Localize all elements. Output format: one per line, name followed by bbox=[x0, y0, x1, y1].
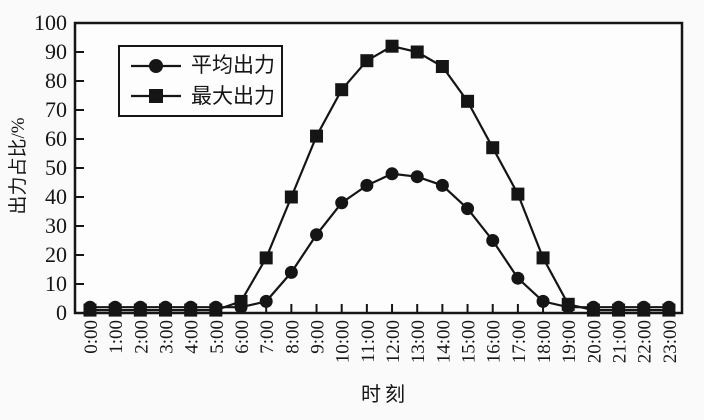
data-point-circle bbox=[511, 271, 525, 285]
data-point-circle bbox=[83, 300, 97, 314]
x-tick-label: 21:00 bbox=[610, 320, 631, 363]
data-point-circle bbox=[335, 196, 349, 210]
data-point-square bbox=[335, 83, 349, 97]
x-tick-label: 18:00 bbox=[534, 320, 555, 363]
y-axis-title: 出力占比/% bbox=[8, 117, 29, 215]
data-point-square bbox=[536, 251, 550, 265]
x-tick-label: 16:00 bbox=[484, 320, 505, 363]
x-tick-label: 14:00 bbox=[433, 320, 454, 363]
x-tick-label: 17:00 bbox=[509, 320, 530, 363]
y-axis-ticks: 0 10 20 30 40 50 60 70 80 90 100 bbox=[34, 10, 84, 325]
data-point-circle bbox=[435, 178, 449, 192]
data-point-circle bbox=[234, 300, 248, 314]
data-point-circle bbox=[662, 300, 676, 314]
data-point-circle bbox=[133, 300, 147, 314]
data-point-square bbox=[360, 54, 374, 68]
x-tick-label: 6:00 bbox=[232, 320, 253, 354]
data-point-circle bbox=[637, 300, 651, 314]
x-tick-label: 9:00 bbox=[308, 320, 329, 354]
square-marker-icon bbox=[131, 89, 181, 104]
x-tick-label: 13:00 bbox=[408, 320, 429, 363]
legend-label-maximum: 最大出力 bbox=[191, 83, 275, 108]
data-point-square bbox=[461, 94, 475, 108]
x-tick-label: 23:00 bbox=[660, 320, 681, 363]
x-tick-label: 2:00 bbox=[131, 320, 152, 354]
series-平均出力 bbox=[83, 167, 676, 314]
x-tick-label: 3:00 bbox=[157, 320, 178, 354]
data-point-circle bbox=[612, 300, 626, 314]
y-tick-label: 100 bbox=[34, 10, 67, 35]
x-tick-label: 7:00 bbox=[257, 320, 278, 354]
y-tick-label: 90 bbox=[45, 39, 67, 64]
x-axis-ticks: 0:00 1:00 2:00 3:00 4:00 5:00 6:00 7:00 8:00 9:00… bbox=[81, 304, 681, 363]
x-tick-label: 8:00 bbox=[282, 320, 303, 354]
y-tick-label: 70 bbox=[45, 97, 67, 122]
data-point-circle bbox=[259, 294, 273, 308]
data-point-square bbox=[435, 60, 449, 73]
x-tick-label: 22:00 bbox=[635, 320, 656, 363]
data-point-square bbox=[310, 129, 324, 143]
y-tick-label: 60 bbox=[45, 126, 67, 151]
data-point-square bbox=[284, 190, 298, 204]
x-tick-label: 12:00 bbox=[383, 320, 404, 363]
data-point-circle bbox=[536, 294, 550, 308]
data-point-circle bbox=[360, 178, 374, 192]
data-point-circle bbox=[108, 300, 122, 314]
y-tick-label: 10 bbox=[45, 271, 67, 296]
y-tick-label: 40 bbox=[45, 184, 67, 209]
data-point-circle bbox=[461, 202, 475, 216]
data-point-square bbox=[511, 187, 525, 201]
x-tick-label: 0:00 bbox=[81, 320, 102, 354]
data-point-circle bbox=[310, 228, 324, 242]
legend-label-average: 平均出力 bbox=[191, 53, 275, 78]
data-point-circle bbox=[159, 300, 173, 314]
data-point-square bbox=[385, 39, 399, 53]
legend-item-maximum: 最大出力 bbox=[130, 84, 281, 108]
circle-marker-icon bbox=[131, 58, 181, 73]
x-tick-label: 19:00 bbox=[559, 320, 580, 363]
data-point-circle bbox=[586, 300, 600, 314]
y-tick-label: 0 bbox=[56, 300, 67, 325]
x-axis-title: 时刻 bbox=[361, 384, 409, 406]
data-point-circle bbox=[561, 300, 575, 314]
x-tick-label: 20:00 bbox=[584, 320, 605, 363]
data-point-circle bbox=[209, 300, 223, 314]
y-tick-label: 50 bbox=[45, 155, 67, 180]
data-point-circle bbox=[284, 265, 298, 279]
data-point-square bbox=[410, 45, 424, 59]
y-tick-label: 20 bbox=[45, 242, 67, 267]
x-tick-label: 1:00 bbox=[106, 320, 127, 354]
data-point-circle bbox=[385, 167, 399, 181]
data-point-circle bbox=[410, 170, 424, 184]
y-tick-label: 80 bbox=[45, 68, 67, 93]
x-tick-label: 4:00 bbox=[182, 320, 203, 354]
legend-item-average: 平均出力 bbox=[130, 54, 281, 78]
y-tick-label: 30 bbox=[45, 213, 67, 238]
data-point-square bbox=[486, 141, 500, 155]
data-point-circle bbox=[184, 300, 198, 314]
x-tick-label: 15:00 bbox=[459, 320, 480, 363]
x-tick-label: 10:00 bbox=[333, 320, 354, 363]
data-point-circle bbox=[486, 234, 500, 247]
legend: 平均出力 最大出力 bbox=[118, 45, 283, 117]
data-point-square bbox=[259, 251, 273, 265]
x-tick-label: 5:00 bbox=[207, 320, 228, 354]
plot-frame bbox=[73, 21, 684, 315]
x-tick-label: 11:00 bbox=[358, 320, 379, 363]
